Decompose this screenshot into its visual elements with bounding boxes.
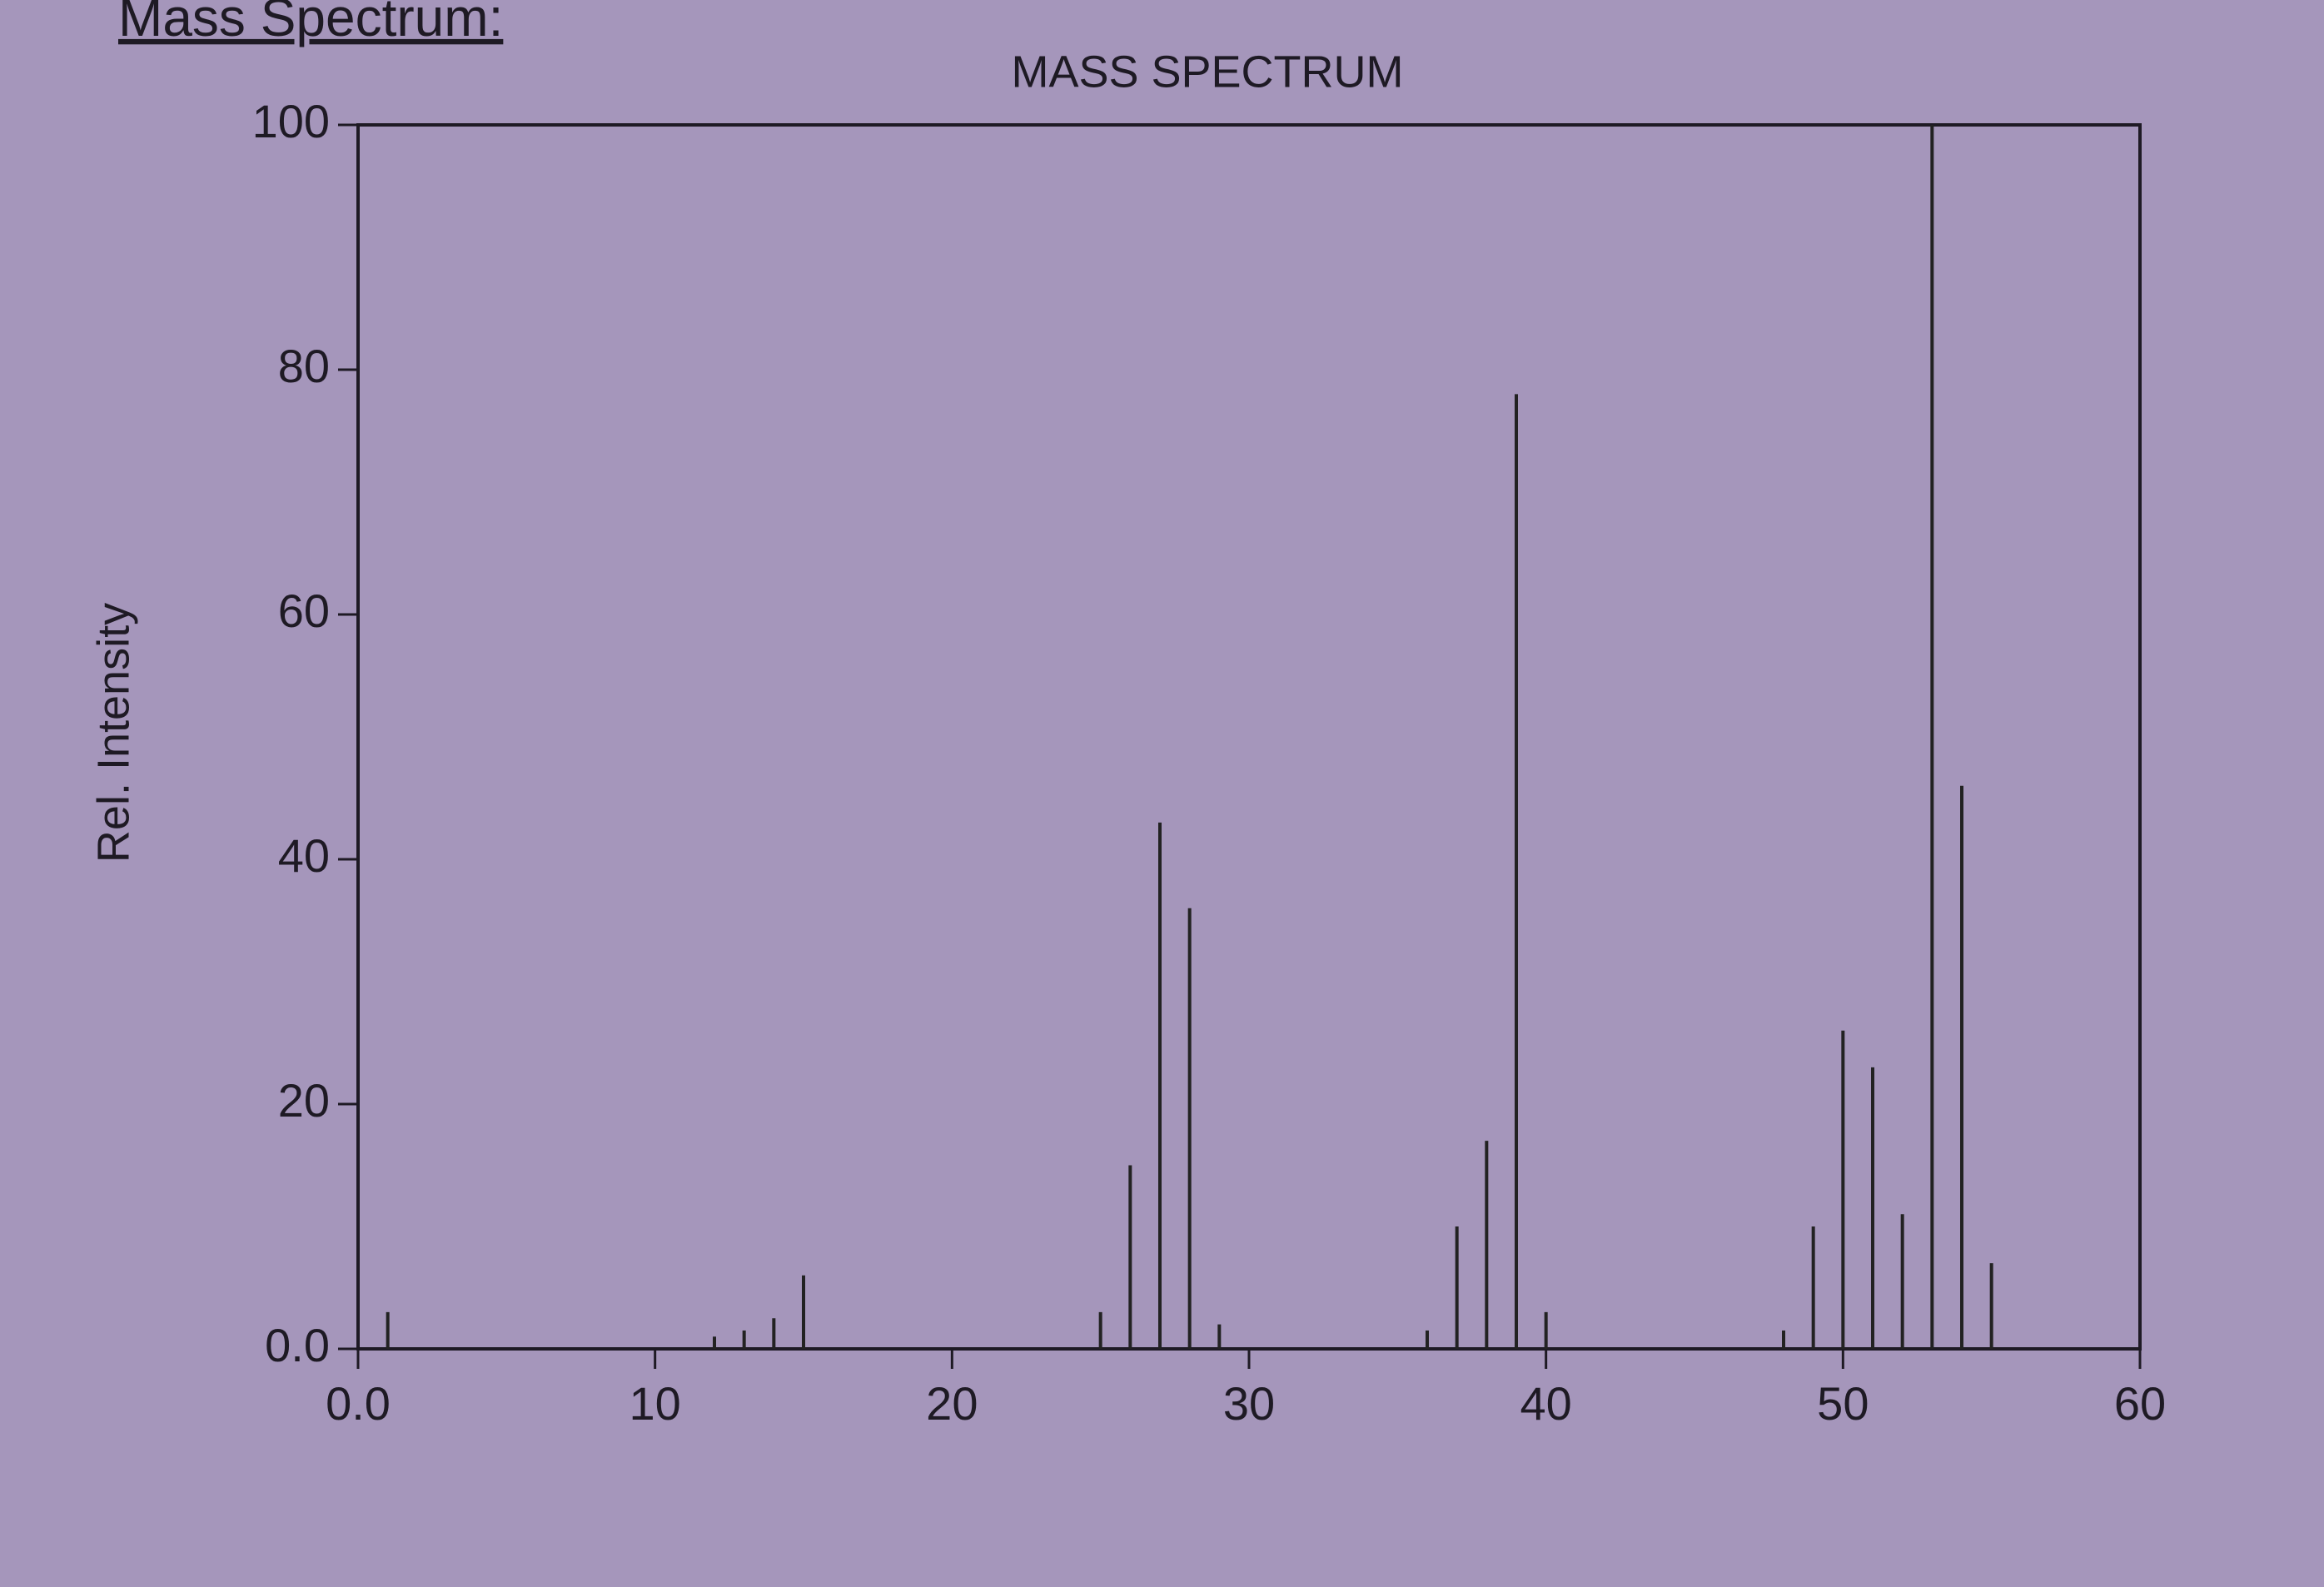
x-tick-label: 10 <box>630 1377 681 1430</box>
y-tick-label: 40 <box>278 829 330 882</box>
x-tick-label: 30 <box>1223 1377 1275 1430</box>
y-axis-label: Rel. Intensity <box>88 603 138 863</box>
chart-title: MASS SPECTRUM <box>1011 47 1403 97</box>
page-heading: Mass Spectrum: <box>118 0 503 47</box>
y-tick-label: 80 <box>278 340 330 392</box>
y-tick-label: 0.0 <box>265 1319 330 1371</box>
x-tick-label: 50 <box>1817 1377 1869 1430</box>
x-tick-label: 40 <box>1520 1377 1572 1430</box>
y-tick-label: 20 <box>278 1074 330 1127</box>
y-tick-label: 60 <box>278 585 330 637</box>
x-tick-label: 0.0 <box>326 1377 391 1430</box>
x-tick-label: 60 <box>2114 1377 2166 1430</box>
y-tick-label: 100 <box>252 95 330 147</box>
x-tick-label: 20 <box>926 1377 978 1430</box>
